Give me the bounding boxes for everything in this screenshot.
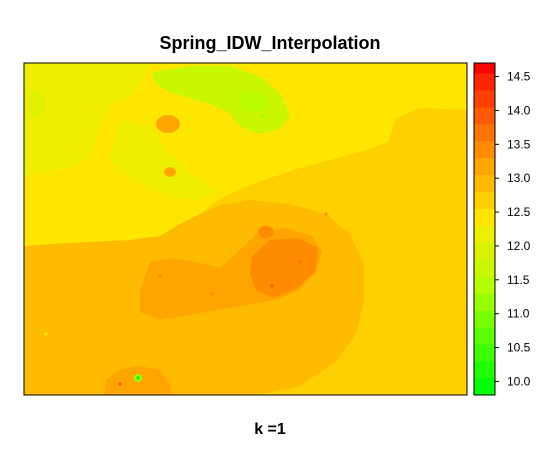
legend-color-bin (474, 225, 495, 243)
region-northern-greenish-patch-west (24, 63, 150, 176)
map-point-sample (78, 178, 82, 182)
region-northwest-orange-spot (156, 115, 180, 133)
legend-color-bin (474, 174, 495, 193)
legend-color-bin (474, 310, 495, 328)
legend-tick-label: 11.0 (507, 307, 530, 321)
legend-tick-label: 14.0 (507, 103, 531, 117)
heatmap-plot-area (24, 63, 467, 395)
legend-tick-label: 11.5 (507, 273, 530, 287)
legend-frame (473, 62, 496, 396)
region-northern-yellow-band (24, 63, 467, 246)
legend-color-bin (474, 259, 495, 277)
region-central-core (250, 238, 318, 298)
color-legend: 10.0 10.5 11.0 11.5 12.0 12.5 13.0 13.5 14.0 14.5 (473, 62, 531, 396)
legend-color-bin (474, 107, 495, 125)
legend-color-bin (474, 63, 495, 74)
map-point-sample (44, 332, 48, 336)
chart-title: Spring_IDW_Interpolation (159, 33, 380, 53)
map-point-sample (260, 114, 264, 118)
plot-frame (23, 62, 468, 396)
map-point-sample (158, 274, 162, 278)
legend-tick-label: 14.5 (507, 70, 531, 84)
legend-tick-label: 12.5 (507, 205, 531, 219)
map-point-sample (118, 382, 122, 386)
legend-color-bin (474, 242, 495, 260)
map-point-sample (238, 94, 242, 98)
legend-color-bin (474, 123, 495, 142)
legend-color-bin (474, 208, 495, 227)
region-west-edge-patch (28, 90, 44, 118)
legend-tick-label: 13.0 (507, 171, 531, 185)
legend-color-bin (474, 140, 495, 159)
region-northwest-orange-spot-2 (164, 167, 176, 177)
legend-color-bin (474, 361, 495, 379)
x-axis-label: k =1 (254, 421, 286, 438)
map-point-sample (324, 212, 328, 216)
legend-tick-label: 13.5 (507, 137, 531, 151)
legend-tick-label: 10.0 (507, 374, 531, 388)
legend-color-bin (474, 90, 495, 108)
legend-color-bin (474, 73, 495, 91)
map-point-sample (210, 292, 214, 296)
legend-color-bin (474, 378, 495, 396)
region-green-hotspot-north (152, 66, 290, 134)
region-green-hotspot-core (240, 92, 268, 112)
region-central-small-spot (258, 226, 274, 238)
map-point-sample (270, 284, 274, 288)
region-northern-greenish-patch-mid (108, 120, 214, 200)
legend-color-bin (474, 344, 495, 362)
legend-color-bin (474, 191, 495, 210)
legend-tick-label: 10.5 (507, 341, 531, 355)
legend-color-bin (474, 327, 495, 345)
legend-tick-label: 12.0 (507, 239, 531, 253)
legend-color-bin (474, 157, 495, 176)
region-southwest-green-point-core (136, 376, 140, 380)
legend-color-bin (474, 276, 495, 294)
map-point-sample (298, 260, 302, 264)
legend-color-bin (474, 293, 495, 311)
